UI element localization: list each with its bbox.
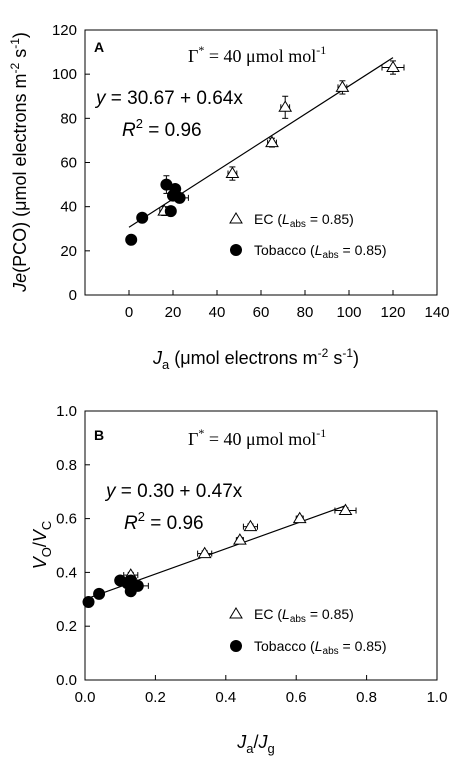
x-tick-label-a: 0 — [125, 304, 133, 321]
legend-marker-tobacco-a — [230, 244, 242, 256]
circle-marker — [125, 233, 138, 246]
legend-b: EC (Labs = 0.85) Tobacco (Labs = 0.85) — [229, 606, 387, 657]
plot-frame-b — [84, 410, 438, 681]
r-squared-a: R2 = 0.96 — [122, 116, 202, 141]
gamma-label-a: Γ* = 40 μmol mol-1 — [188, 43, 326, 66]
point-ec-b — [242, 519, 258, 532]
circle-marker — [136, 211, 149, 224]
point-tobacco-b — [93, 587, 106, 600]
panel-label-a: A — [94, 39, 104, 55]
r-squared-b: R2 = 0.96 — [124, 509, 204, 534]
point-ec-a — [225, 166, 240, 181]
panel-b: 0.0 0.2 0.4 0.6 0.8 1.0 0.0 0.2 0.4 0.6 0.8 1.0 B Γ… — [30, 403, 447, 756]
y-tick-label-b: 0.8 — [56, 457, 77, 474]
legend-label-ec-a: EC (Labs = 0.85) — [254, 211, 354, 230]
gamma-label-b: Γ* = 40 μmol mol-1 — [188, 426, 326, 449]
x-tick-label-a: 20 — [165, 304, 182, 321]
y-tick-label-a: 60 — [60, 155, 77, 172]
point-tobacco-a — [164, 205, 177, 218]
x-tick-label-b: 0.4 — [215, 689, 236, 706]
point-ec-a — [335, 80, 350, 95]
y-tick-label-a: 20 — [60, 243, 77, 260]
x-tick-label-b: 0.8 — [356, 689, 377, 706]
x-tick-label-a: 120 — [380, 304, 405, 321]
x-tick-label-a: 40 — [209, 304, 226, 321]
y-tick-label-b: 0.4 — [56, 564, 77, 581]
triangle-marker — [292, 511, 307, 524]
circle-marker — [93, 587, 106, 600]
x-tick-label-b: 0.0 — [75, 689, 96, 706]
triangle-marker — [278, 100, 293, 112]
x-tick-label-a: 60 — [253, 304, 270, 321]
triangle-marker — [243, 519, 258, 532]
circle-marker — [164, 205, 177, 218]
y-tick-label-a: 0 — [69, 287, 77, 304]
point-ec-b — [292, 511, 307, 524]
x-tick-label-a: 80 — [297, 304, 314, 321]
x-axis-label-a: Ja (μmol electrons m-2 s-1) — [152, 346, 359, 372]
point-ec-a — [278, 95, 293, 119]
point-ec-b — [197, 546, 213, 559]
triangle-marker — [335, 80, 350, 92]
legend-label-ec-b: EC (Labs = 0.85) — [254, 606, 354, 625]
point-tobacco-a — [125, 233, 138, 246]
x-tick-label-b: 0.2 — [145, 689, 166, 706]
x-tick-label-b: 1.0 — [427, 689, 448, 706]
axis-ticks-b: 0.0 0.2 0.4 0.6 0.8 1.0 0.0 0.2 0.4 0.6 0.8 1.0 — [56, 403, 447, 706]
y-tick-label-a: 100 — [52, 66, 77, 83]
circle-marker — [173, 191, 186, 204]
point-tobacco-a — [170, 191, 189, 204]
x-tick-label-a: 140 — [424, 304, 449, 321]
equation-a: y = 30.67 + 0.64x — [94, 88, 243, 109]
y-tick-label-b: 0.2 — [56, 618, 77, 635]
x-tick-label-b: 0.6 — [286, 689, 307, 706]
point-ec-b — [232, 533, 247, 545]
y-axis-label-b: VO/VC — [30, 521, 54, 570]
legend-marker-ec-b — [229, 607, 243, 619]
legend-marker-tobacco-b — [230, 640, 242, 652]
y-tick-label-b: 0.6 — [56, 511, 77, 528]
y-tick-label-a: 80 — [60, 110, 77, 127]
y-tick-label-a: 40 — [60, 199, 77, 216]
point-ec-a — [381, 60, 405, 75]
circle-marker — [82, 595, 95, 608]
legend-label-tobacco-b: Tobacco (Labs = 0.85) — [254, 638, 387, 657]
triangle-marker — [225, 166, 240, 179]
legend-label-tobacco-a: Tobacco (Labs = 0.85) — [254, 242, 387, 261]
x-tick-label-a: 100 — [336, 304, 361, 321]
point-tobacco-b — [124, 585, 137, 598]
data-points-b — [82, 503, 357, 608]
panel-a: 0 20 40 60 80 100 120 140 0 20 40 60 80 100 120 A Γ* =… — [8, 22, 450, 372]
axis-ticks-a: 0 20 40 60 80 100 120 140 0 20 40 60 80 100 120 — [52, 22, 450, 321]
point-ec-b — [334, 503, 357, 516]
triangle-marker — [338, 503, 353, 516]
legend-marker-ec-a — [229, 212, 243, 224]
triangle-marker — [197, 546, 212, 559]
fit-line-a — [128, 57, 394, 228]
data-points-a — [125, 60, 405, 246]
y-tick-label-b: 0.0 — [56, 672, 77, 689]
x-axis-label-b: Ja/Jg — [236, 732, 274, 756]
triangle-marker — [386, 60, 400, 73]
point-tobacco-b — [82, 595, 95, 608]
point-ec-a — [265, 135, 279, 148]
point-tobacco-a — [136, 211, 149, 224]
equation-b: y = 0.30 + 0.47x — [104, 481, 243, 502]
y-tick-label-b: 1.0 — [56, 403, 77, 420]
circle-marker — [124, 585, 137, 598]
triangle-marker — [232, 533, 247, 545]
y-tick-label-a: 120 — [52, 22, 77, 39]
triangle-marker — [265, 135, 279, 148]
panel-label-b: B — [94, 427, 104, 443]
regression-line-a — [128, 57, 394, 228]
legend-a: EC (Labs = 0.85) Tobacco (Labs = 0.85) — [229, 211, 387, 261]
y-axis-label-a: Je(PCO) (μmol electrons m-2 s-1) — [8, 32, 30, 293]
